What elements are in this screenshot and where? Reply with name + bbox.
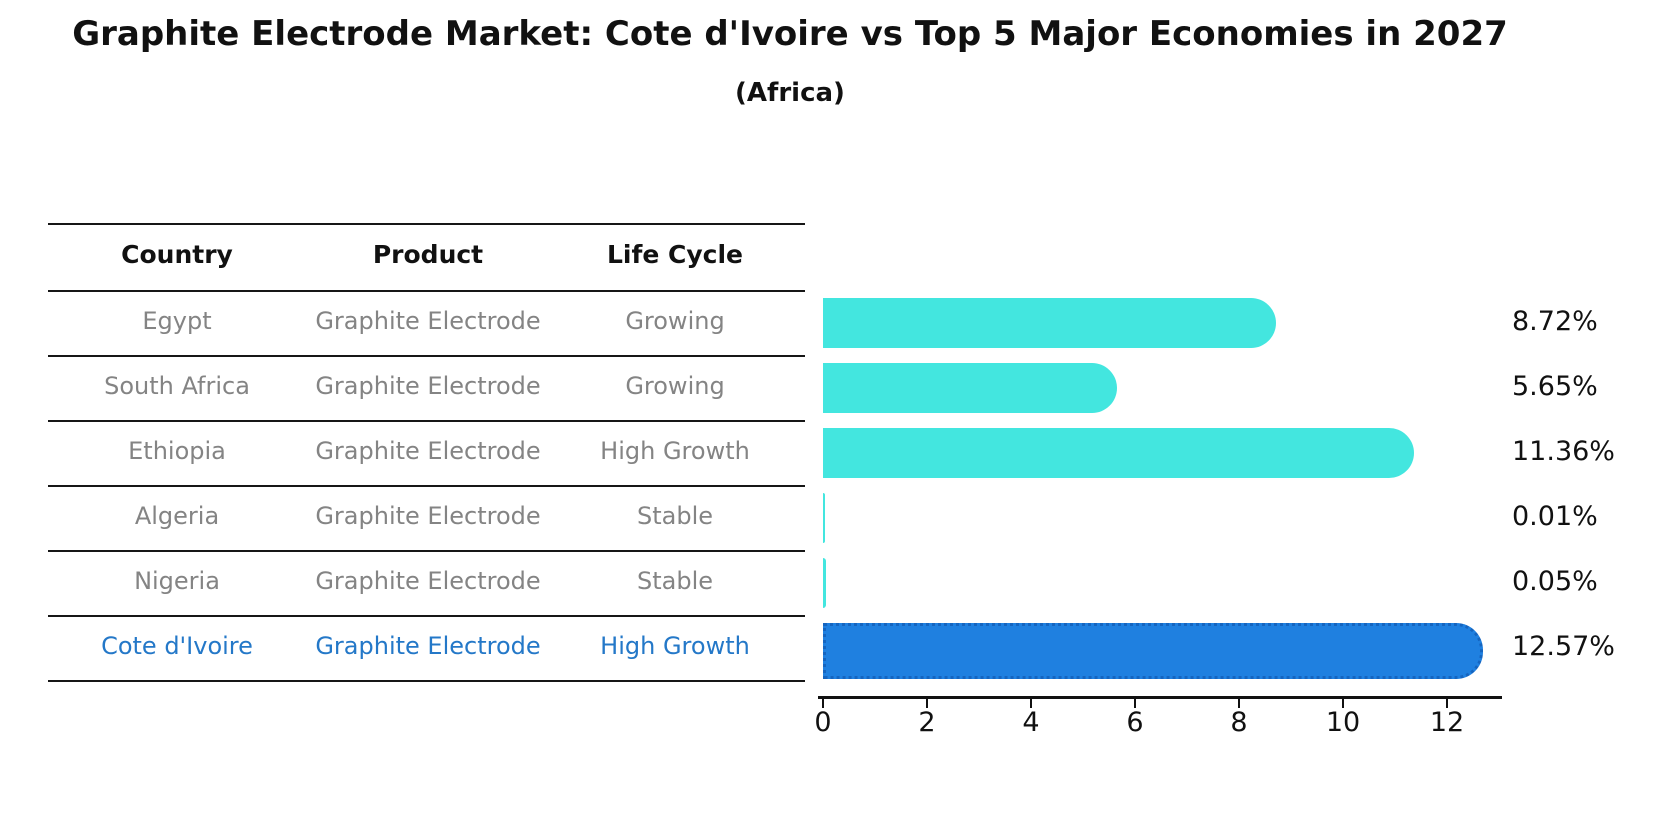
table-cell-product: Graphite Electrode	[315, 306, 541, 335]
table-line	[48, 420, 805, 422]
x-tick-label: 0	[814, 707, 832, 738]
table-line	[48, 680, 805, 682]
table-line	[48, 485, 805, 487]
value-label: 12.57%	[1512, 630, 1615, 662]
x-tick-label: 2	[918, 707, 936, 738]
x-tick	[822, 698, 824, 708]
bar	[823, 362, 1117, 413]
x-tick-label: 6	[1126, 707, 1144, 738]
table-cell-product: Graphite Electrode	[315, 631, 541, 660]
column-header-country: Country	[121, 239, 233, 269]
table-cell-country: Algeria	[134, 501, 220, 530]
x-tick	[1238, 698, 1240, 708]
value-label: 0.05%	[1512, 565, 1598, 597]
column-header-life-cycle: Life Cycle	[606, 239, 744, 269]
chart-subtitle: (Africa)	[735, 78, 845, 108]
table-cell-product: Graphite Electrode	[315, 501, 541, 530]
column-header-product: Product	[372, 239, 484, 269]
x-tick	[926, 698, 928, 708]
table-cell-life-cycle: Stable	[636, 566, 714, 595]
x-tick-label: 12	[1429, 707, 1465, 738]
bar	[823, 297, 1277, 348]
table-cell-product: Graphite Electrode	[315, 436, 541, 465]
bar	[823, 492, 825, 543]
bar	[823, 427, 1414, 478]
table-line	[48, 290, 805, 292]
table-cell-country: Cote d'Ivoire	[101, 631, 253, 660]
table-line	[48, 615, 805, 617]
chart-title: Graphite Electrode Market: Cote d'Ivoire…	[72, 14, 1508, 54]
table-cell-life-cycle: Growing	[625, 306, 725, 335]
x-tick-label: 4	[1022, 707, 1040, 738]
x-tick	[1342, 698, 1344, 708]
table-cell-country: South Africa	[104, 371, 250, 400]
table-cell-country: Ethiopia	[128, 436, 226, 465]
table-line	[48, 355, 805, 357]
table-cell-country: Egypt	[142, 306, 212, 335]
table-cell-life-cycle: Stable	[636, 501, 714, 530]
bar	[823, 557, 826, 608]
value-label: 8.72%	[1512, 305, 1598, 337]
x-tick	[1446, 698, 1448, 708]
table-cell-life-cycle: High Growth	[600, 436, 750, 465]
bar-highlight	[823, 622, 1483, 679]
table-cell-product: Graphite Electrode	[315, 371, 541, 400]
x-tick	[1134, 698, 1136, 708]
x-tick-label: 10	[1325, 707, 1361, 738]
table-line	[48, 550, 805, 552]
x-tick	[1030, 698, 1032, 708]
table-cell-product: Graphite Electrode	[315, 566, 541, 595]
x-tick-label: 8	[1230, 707, 1248, 738]
value-label: 5.65%	[1512, 370, 1598, 402]
x-axis-line	[818, 696, 1502, 699]
value-label: 11.36%	[1512, 435, 1615, 467]
table-cell-country: Nigeria	[134, 566, 220, 595]
table-cell-life-cycle: High Growth	[600, 631, 750, 660]
table-line	[48, 223, 805, 225]
value-label: 0.01%	[1512, 500, 1598, 532]
table-cell-life-cycle: Growing	[625, 371, 725, 400]
